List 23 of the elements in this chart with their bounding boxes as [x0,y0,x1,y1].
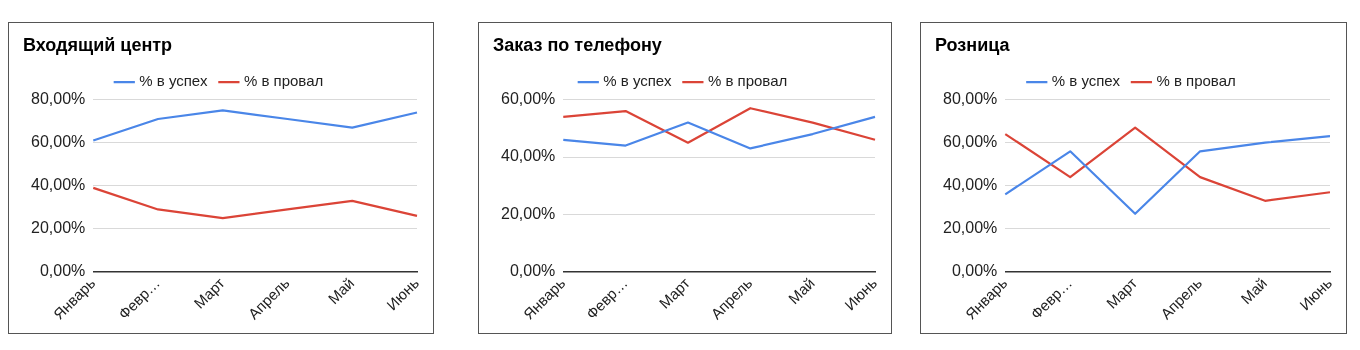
chart-title: Входящий центр [23,34,173,55]
y-tick-label: 0,00% [509,262,556,280]
y-tick-label: 20,00% [943,219,998,237]
y-tick-label: 20,00% [501,204,556,222]
legend-label: % в провал [707,72,788,90]
chart-title: Розница [935,34,1011,55]
y-tick-label: 20,00% [31,219,86,237]
legend-label: % в успех [139,72,208,90]
y-tick-label: 0,00% [39,262,86,280]
legend-label: % в успех [603,72,672,90]
y-tick-label: 40,00% [31,176,86,194]
y-tick-label: 60,00% [31,133,86,151]
y-tick-label: 40,00% [501,147,556,165]
y-tick-label: 80,00% [31,90,86,108]
chart-title: Заказ по телефону [493,34,662,55]
y-tick-label: 60,00% [501,90,556,108]
y-tick-label: 0,00% [951,262,998,280]
legend-label: % в провал [1156,72,1236,90]
y-tick-label: 60,00% [943,133,998,151]
legend-label: % в провал [243,72,324,90]
legend-label: % в успех [1051,72,1121,90]
y-tick-label: 80,00% [943,90,998,108]
y-tick-label: 40,00% [943,176,998,194]
